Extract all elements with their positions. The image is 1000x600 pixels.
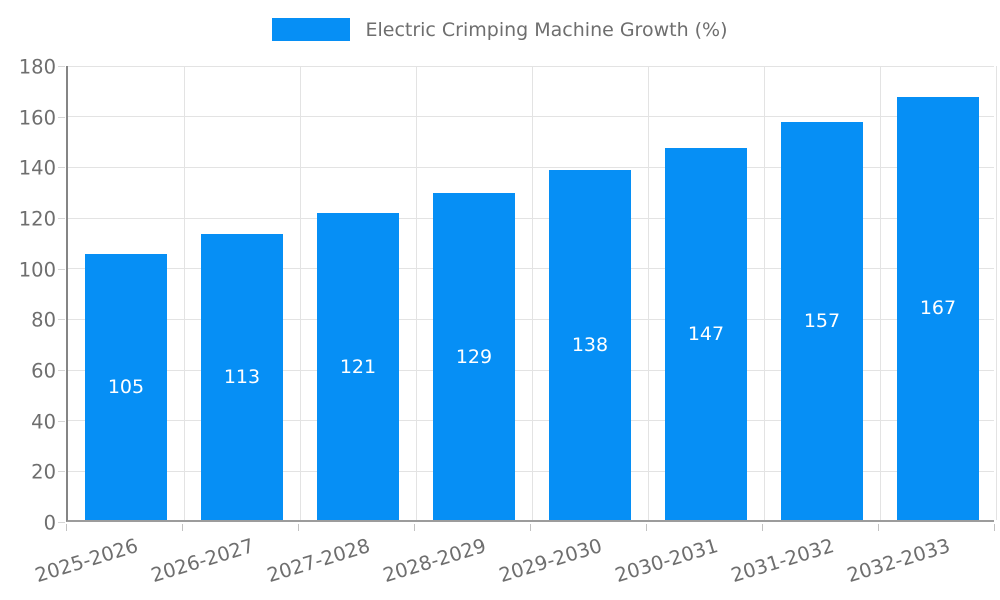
y-axis-tick-label: 120 xyxy=(18,207,56,231)
y-axis-tick xyxy=(58,268,65,270)
y-gridline xyxy=(68,420,994,422)
y-gridline xyxy=(68,116,994,118)
bar: 138 xyxy=(548,170,632,520)
bar: 147 xyxy=(664,147,748,520)
y-gridline xyxy=(68,217,994,219)
y-axis-tick-label: 100 xyxy=(18,258,56,282)
x-gridline xyxy=(299,66,301,520)
x-gridline xyxy=(647,66,649,520)
x-gridline xyxy=(879,66,881,520)
x-axis-tick xyxy=(762,524,763,531)
legend-label: Electric Crimping Machine Growth (%) xyxy=(365,18,728,41)
y-axis-tick xyxy=(58,420,65,422)
y-axis-tick-label: 60 xyxy=(31,359,56,383)
x-gridline xyxy=(531,66,533,520)
chart-legend: Electric Crimping Machine Growth (%) xyxy=(0,18,1000,41)
x-axis-tick xyxy=(530,524,531,531)
x-axis-tick xyxy=(646,524,647,531)
y-axis-tick xyxy=(58,116,65,118)
bar-value-label: 105 xyxy=(107,376,145,398)
y-axis-tick xyxy=(58,471,65,473)
x-axis-tick xyxy=(182,524,183,531)
bar: 129 xyxy=(432,193,516,520)
x-gridline xyxy=(183,66,185,520)
bar: 113 xyxy=(200,233,284,520)
y-axis-tick xyxy=(58,218,65,219)
y-gridline xyxy=(68,318,994,320)
y-axis-tick-label: 80 xyxy=(31,308,56,332)
x-gridline xyxy=(415,66,417,520)
y-axis-tick-label: 20 xyxy=(31,460,56,484)
bar-value-label: 113 xyxy=(223,365,261,388)
bar: 157 xyxy=(780,122,864,520)
y-gridline xyxy=(68,369,994,371)
x-gridline xyxy=(763,66,765,520)
y-axis-tick xyxy=(58,66,65,67)
y-axis-tick-label: 140 xyxy=(18,156,56,180)
y-axis-tick-label: 40 xyxy=(31,410,56,434)
y-axis-tick xyxy=(58,319,65,321)
bar-value-label: 147 xyxy=(687,322,725,345)
y-axis-tick-label: 160 xyxy=(18,106,56,130)
bar: 167 xyxy=(896,96,980,520)
y-axis-tick-label: 180 xyxy=(18,55,56,79)
x-axis-tick xyxy=(994,524,995,531)
bar-value-label: 129 xyxy=(455,345,493,368)
x-axis-tick xyxy=(66,524,67,531)
y-axis-tick-label: 0 xyxy=(43,511,56,535)
bar: 121 xyxy=(316,213,400,520)
bar: 105 xyxy=(84,254,168,520)
x-axis-tick xyxy=(414,524,415,531)
y-gridline xyxy=(68,268,994,270)
y-gridline xyxy=(68,65,994,67)
legend-color-swatch xyxy=(272,18,351,41)
y-gridline xyxy=(68,470,994,472)
x-gridline xyxy=(995,66,997,520)
x-axis-tick xyxy=(298,524,299,531)
bar-value-label: 121 xyxy=(339,355,377,378)
y-axis-tick xyxy=(58,167,65,169)
y-axis-tick xyxy=(58,370,65,371)
bar-value-label: 138 xyxy=(571,334,609,357)
bar-value-label: 157 xyxy=(803,310,841,333)
x-axis-tick xyxy=(878,524,879,531)
bar-value-label: 167 xyxy=(919,297,957,320)
y-axis-tick xyxy=(58,522,65,523)
plot-area: 105 113 121 129 138 147 157 167 xyxy=(66,65,997,522)
y-gridline xyxy=(68,166,994,168)
